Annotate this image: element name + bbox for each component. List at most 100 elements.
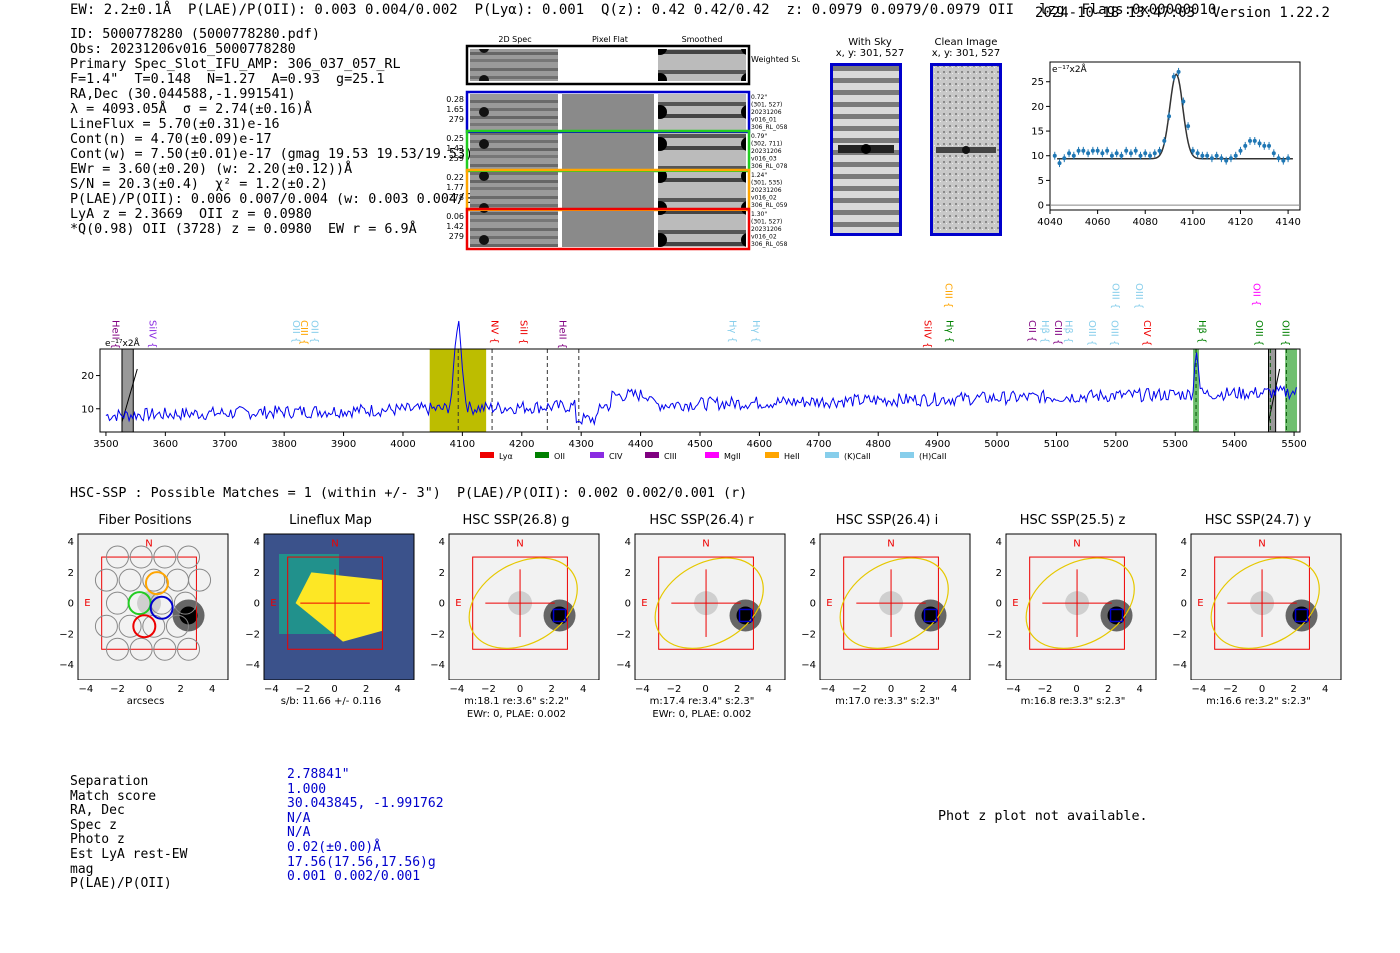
legend-label: MgII <box>724 452 741 461</box>
fiber-circle <box>129 545 153 569</box>
emission-line-marker: SiIV { <box>921 320 932 348</box>
data-point <box>1124 148 1129 153</box>
match-marker <box>738 608 752 623</box>
data-point <box>1138 153 1143 158</box>
x-tick-row: −4 −2 0 2 4 <box>800 684 975 698</box>
y-tick-label: 0 <box>439 599 445 610</box>
x-tick-label: 4060 <box>1085 217 1110 228</box>
timestamp: 2024-10-18 13:47:03 <box>1034 5 1196 21</box>
svg-text:OII {: OII { <box>290 320 301 343</box>
aperture-ellipse <box>1210 557 1320 649</box>
x-tick-label: −2 <box>481 684 496 695</box>
hsc-cutout-panel: N E −4 −2 0 2 4 <box>59 533 229 680</box>
hsc-panel-sub1: m:18.1 re:3.6" s:2.2" <box>464 696 569 707</box>
y-tick-label: 20 <box>81 371 94 382</box>
north-label: N <box>331 538 338 549</box>
weighted-sum-label: Weighted Sum <box>751 55 800 64</box>
data-point <box>1286 156 1291 161</box>
clean-image-sub: x, y: 301, 527 <box>931 48 1001 59</box>
x-tick-label: 4120 <box>1228 217 1253 228</box>
x-tick-label: 5200 <box>1103 439 1128 450</box>
fiber-circle <box>165 614 189 638</box>
photz-note: Phot z plot not available. <box>938 809 1148 824</box>
x-tick-label: −4 <box>635 684 650 695</box>
header-timestamp-version: 2024-10-18 13:47:03 Version 1.22.2 <box>1035 5 1330 21</box>
data-point <box>1219 156 1224 161</box>
data-point <box>1071 153 1076 158</box>
x-tick-label: 0 <box>702 684 709 695</box>
y-tick-label: −2 <box>59 629 74 640</box>
hsc-panel-sub1: m:16.8 re:3.3" s:2.3" <box>1020 696 1126 707</box>
y-tick-label: −2 <box>430 629 445 640</box>
east-label: E <box>1197 598 1203 609</box>
hsc-panel-title: HSC SSP(26.4) r <box>649 513 754 528</box>
info-line: EWr = 3.60(±0.20) (w: 2.20(±0.12))Å <box>70 162 353 177</box>
x-tick-label: 3600 <box>153 439 178 450</box>
y-tick-label: 4 <box>68 537 74 548</box>
match-table-label: Spec z <box>70 817 117 833</box>
legend-label: CIV <box>609 452 623 461</box>
data-point <box>1214 153 1219 158</box>
emission-line-marker: Hβ { <box>1039 320 1050 343</box>
data-point <box>1076 148 1081 153</box>
info-line: S/N = 20.3(±0.4) χ² = 1.2(±0.2) <box>70 177 328 192</box>
cutout-right-label: 20231206 <box>751 109 782 116</box>
with-sky-title-block: With Sky x, y: 301, 527 <box>820 37 920 59</box>
spectrum-cutouts: 2D Spec Pixel Flat Smoothed Weighted Sum… <box>446 35 800 251</box>
x-tick-label: 4040 <box>1037 217 1062 228</box>
match-table-value: N/A <box>287 810 311 826</box>
x-tick-label: −4 <box>1191 684 1207 695</box>
svg-text:OII {: OII { <box>1251 283 1262 306</box>
x-tick-label: 3500 <box>93 439 118 450</box>
x-tick-label: −2 <box>1037 684 1053 695</box>
clean-image-title: Clean Image <box>934 37 998 48</box>
cutout-left-label: 279 <box>449 115 464 124</box>
match-table-label: Photo z <box>70 832 125 848</box>
info-line: LyA z = 2.3669 OII z = 0.0980 <box>70 207 312 222</box>
legend-label: Lyα <box>499 452 513 461</box>
line-band-green <box>1285 349 1298 432</box>
data-point <box>1267 143 1272 148</box>
cutout-right-label: (301, 527) <box>751 102 782 109</box>
x-tick-label: 5100 <box>1044 439 1069 450</box>
x-tick-label: −4 <box>820 684 836 695</box>
emission-line-marker: OII { <box>290 320 301 343</box>
data-point <box>1200 153 1205 158</box>
y-tick-label: 15 <box>1031 127 1044 138</box>
cutout-left-label: 1.42 <box>446 144 464 153</box>
x-tick-label: −2 <box>295 684 311 695</box>
x-tick-label: 4600 <box>747 439 772 450</box>
y-tick-label: 10 <box>1031 151 1044 162</box>
search-box <box>843 556 939 650</box>
svg-text:HeII {: HeII { <box>110 320 121 349</box>
search-box <box>472 556 568 650</box>
y-tick-label: 5 <box>1038 176 1044 187</box>
x-tick-label: 0 <box>145 684 153 695</box>
north-label: N <box>702 538 709 549</box>
svg-text:CIV {: CIV { <box>1141 320 1152 346</box>
clean-image <box>930 63 1002 236</box>
svg-text:OIII {: OIII { <box>1110 283 1121 309</box>
weighted-sum-cutout: Weighted Sum <box>465 44 800 86</box>
cutout-right-label: 306_RL_078 <box>751 163 788 170</box>
match-table-value: 1.000 <box>287 781 327 797</box>
emission-line-marker: SiII { <box>517 320 528 345</box>
x-tick-label: −2 <box>852 684 867 695</box>
y-tick-label: 10 <box>81 404 94 415</box>
x-tick-label: 0 <box>1258 684 1266 695</box>
emission-line-marker: CIII { <box>942 283 953 308</box>
east-label: E <box>455 598 461 609</box>
hsc-matches-text: HSC-SSP : Possible Matches = 1 (within +… <box>70 486 748 501</box>
y-tick-label: 25 <box>1031 77 1044 88</box>
data-point <box>1162 138 1167 143</box>
x-tick-row: −4 −2 0 2 4 <box>986 684 1161 698</box>
data-point <box>1238 148 1243 153</box>
fiber-red <box>132 614 157 639</box>
hsc-cutout-panel: N E −4 −2 0 2 4 <box>1172 533 1342 680</box>
data-point <box>1171 74 1176 79</box>
cutout-left-label: 278 <box>449 193 464 202</box>
x-tick-label: 2 <box>362 684 370 695</box>
x-tick-label: 2 <box>1290 684 1297 695</box>
model-fit-line <box>1057 73 1293 160</box>
